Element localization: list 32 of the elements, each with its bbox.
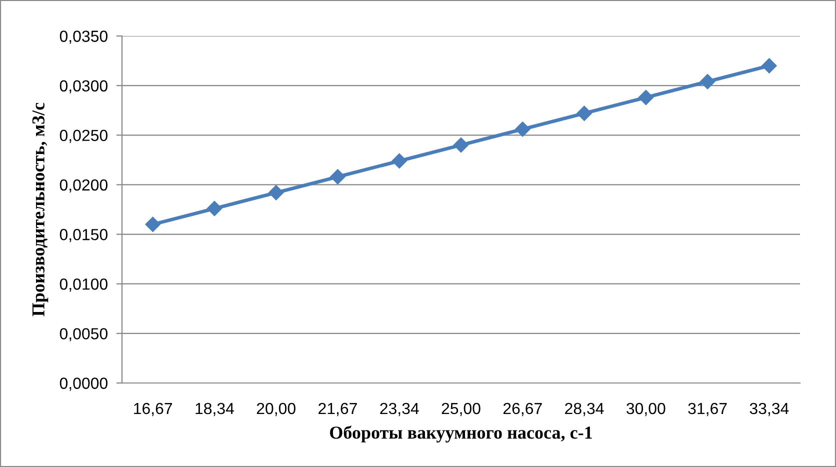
y-tick-label: 0,0050 [60,328,108,342]
y-tick-label: 0,0350 [60,30,108,44]
x-tick-label: 31,67 [688,402,727,416]
point [515,122,530,137]
y-axis-title: Производительность, м3/с [32,102,48,316]
x-tick-label: 23,34 [380,402,419,416]
y-tick-label: 0,0100 [60,278,108,292]
point [576,106,592,121]
y-tick-label: 0,0150 [60,228,108,242]
point [453,137,469,153]
point [268,185,284,200]
x-tick-label: 25,00 [442,402,480,416]
x-tick-label: 30,00 [626,402,666,416]
y-tick-label: 0,0200 [60,179,108,193]
x-tick-label: 26,67 [503,402,542,416]
x-tick-label: 18,34 [196,402,234,416]
x-tick-label: 21,67 [318,402,357,416]
point [145,216,160,232]
point [638,90,654,106]
y-tick-label: 0,0300 [60,80,108,94]
x-axis-title: Обороты вакуумного насоса, с-1 [330,426,592,442]
point [206,200,222,216]
x-tick-label: 28,34 [565,402,604,416]
point [700,74,716,90]
point [330,169,346,184]
point [392,153,407,168]
x-tick-label: 33,34 [750,402,789,416]
y-tick-label: 0,0000 [60,378,108,391]
point [762,58,777,74]
x-tick-label: 20,00 [256,402,296,416]
x-tick-label: 16,67 [134,402,172,416]
y-tick-label: 0,0250 [60,130,108,143]
